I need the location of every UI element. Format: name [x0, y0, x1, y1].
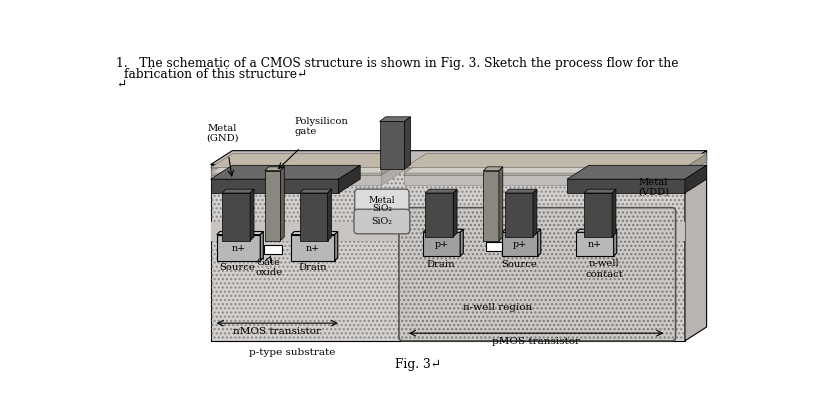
Polygon shape	[612, 189, 616, 237]
Polygon shape	[499, 167, 502, 241]
Text: Polysilicon
gate: Polysilicon gate	[294, 117, 348, 136]
Text: n+: n+	[231, 244, 246, 253]
Bar	[211, 164, 685, 341]
Text: Source: Source	[501, 260, 537, 269]
Polygon shape	[685, 165, 707, 193]
Bar	[211, 173, 381, 186]
Text: SiO₂: SiO₂	[372, 204, 392, 213]
Polygon shape	[211, 151, 707, 164]
Text: Drain: Drain	[426, 260, 455, 269]
Text: Fig. 3↵: Fig. 3↵	[395, 358, 441, 371]
Bar	[300, 193, 328, 241]
Polygon shape	[584, 189, 616, 193]
Text: nMOS transistor: nMOS transistor	[234, 327, 321, 336]
Bar	[265, 171, 280, 241]
Bar	[426, 193, 453, 237]
Text: n+: n+	[306, 244, 320, 253]
Polygon shape	[538, 229, 541, 256]
Text: SiO₂: SiO₂	[372, 217, 392, 226]
Text: Drain: Drain	[298, 263, 328, 272]
Bar	[212, 165, 684, 340]
Polygon shape	[505, 189, 537, 193]
Text: p+: p+	[435, 241, 449, 249]
Polygon shape	[380, 117, 411, 122]
Polygon shape	[502, 229, 541, 232]
Bar	[264, 244, 282, 254]
Polygon shape	[685, 159, 707, 186]
Text: n-well
contact: n-well contact	[586, 259, 623, 278]
Polygon shape	[685, 154, 707, 175]
Text: p+: p+	[513, 241, 527, 249]
FancyBboxPatch shape	[355, 189, 409, 215]
Bar	[404, 168, 685, 175]
Polygon shape	[265, 167, 284, 171]
Polygon shape	[328, 189, 332, 241]
Bar	[222, 193, 250, 241]
Bar	[291, 234, 335, 261]
Polygon shape	[453, 189, 457, 237]
Bar	[423, 232, 460, 256]
Bar	[486, 242, 502, 251]
Bar	[217, 234, 261, 261]
Bar	[211, 168, 381, 175]
Bar	[577, 232, 614, 256]
Bar	[484, 171, 499, 241]
Polygon shape	[250, 189, 254, 241]
Polygon shape	[335, 232, 337, 261]
Text: Metal
(VDD): Metal (VDD)	[638, 178, 670, 197]
Polygon shape	[211, 165, 360, 179]
Text: Source: Source	[219, 263, 255, 272]
Bar	[584, 193, 612, 237]
Text: Gate
oxide: Gate oxide	[255, 258, 283, 277]
Text: Metal
(GND): Metal (GND)	[206, 124, 239, 143]
Polygon shape	[567, 165, 707, 179]
Polygon shape	[423, 229, 463, 232]
Bar	[211, 222, 685, 241]
Polygon shape	[404, 154, 707, 168]
Text: pMOS transistor: pMOS transistor	[492, 337, 580, 346]
FancyBboxPatch shape	[354, 209, 410, 234]
Polygon shape	[614, 229, 617, 256]
Bar	[502, 232, 538, 256]
Text: 1.   The schematic of a CMOS structure is shown in Fig. 3. Sketch the process fl: 1. The schematic of a CMOS structure is …	[116, 58, 679, 71]
Bar	[211, 179, 338, 193]
Text: Metal: Metal	[368, 196, 395, 205]
Text: n+: n+	[588, 241, 602, 249]
Polygon shape	[484, 167, 502, 171]
Polygon shape	[381, 154, 403, 175]
Polygon shape	[217, 232, 263, 234]
Text: n-well region: n-well region	[462, 303, 532, 312]
Bar	[380, 122, 404, 169]
Polygon shape	[222, 189, 254, 193]
Polygon shape	[211, 159, 403, 173]
FancyBboxPatch shape	[399, 208, 676, 341]
Text: p-type substrate: p-type substrate	[249, 348, 335, 357]
Polygon shape	[291, 232, 337, 234]
Bar	[505, 193, 533, 237]
Text: ↵: ↵	[116, 78, 127, 91]
Polygon shape	[280, 167, 284, 241]
Polygon shape	[211, 154, 403, 168]
Polygon shape	[577, 229, 617, 232]
Polygon shape	[404, 159, 707, 173]
Text: fabrication of this structure↵: fabrication of this structure↵	[124, 68, 307, 81]
Polygon shape	[685, 151, 707, 341]
Bar	[567, 179, 685, 193]
Polygon shape	[338, 165, 360, 193]
Polygon shape	[381, 159, 403, 186]
Polygon shape	[426, 189, 457, 193]
Bar	[404, 173, 685, 186]
Polygon shape	[300, 189, 332, 193]
Polygon shape	[460, 229, 463, 256]
Polygon shape	[404, 117, 411, 169]
Polygon shape	[533, 189, 537, 237]
Polygon shape	[261, 232, 263, 261]
